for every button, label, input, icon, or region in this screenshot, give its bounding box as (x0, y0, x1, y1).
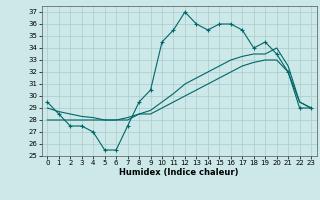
X-axis label: Humidex (Indice chaleur): Humidex (Indice chaleur) (119, 168, 239, 177)
